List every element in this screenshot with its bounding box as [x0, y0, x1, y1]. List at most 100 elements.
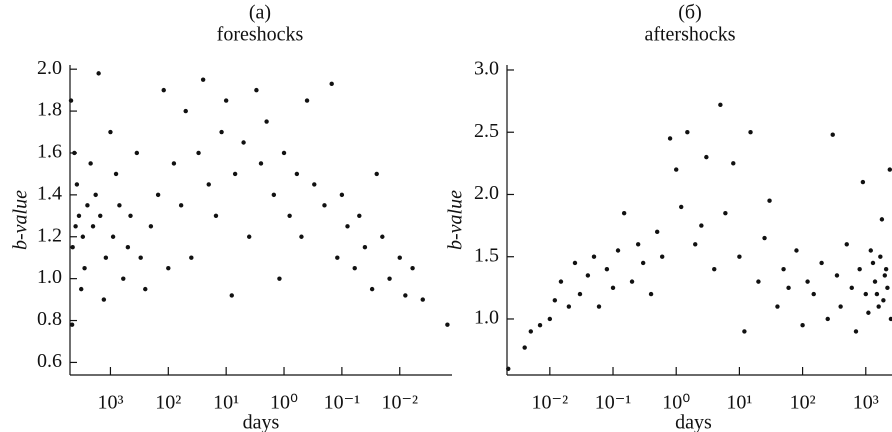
point [577, 291, 583, 297]
point [281, 150, 287, 156]
x-tick-label: 10² [155, 392, 181, 414]
point [883, 266, 889, 272]
point [374, 171, 379, 177]
point [312, 182, 317, 187]
point [161, 87, 166, 93]
point [294, 171, 300, 177]
point [74, 182, 80, 187]
point [125, 245, 131, 250]
point [838, 304, 843, 309]
point [878, 254, 883, 259]
point [335, 255, 340, 260]
point [166, 265, 171, 271]
point [380, 234, 385, 239]
point [853, 329, 859, 334]
x-tick-label: 10³ [97, 392, 123, 414]
point [121, 276, 126, 281]
point [654, 229, 660, 235]
point [178, 203, 184, 208]
point [558, 279, 564, 284]
point [748, 130, 753, 135]
point [876, 304, 881, 309]
y-tick-label: 1.0 [474, 307, 499, 329]
point [800, 323, 805, 328]
point [712, 266, 717, 272]
point [528, 329, 534, 334]
x-tick-label: 10⁻¹ [595, 392, 632, 414]
panel-title: (б) [678, 2, 702, 24]
y-tick-label: 1.5 [474, 244, 499, 266]
point [96, 71, 101, 76]
x-tick-label: 10⁻¹ [324, 392, 361, 414]
point [72, 150, 77, 156]
point [258, 161, 264, 166]
point [699, 223, 704, 228]
point [844, 242, 849, 247]
point [667, 136, 673, 141]
point [604, 266, 610, 272]
point [811, 291, 816, 297]
panel-subtitle: aftershocks [644, 24, 735, 46]
point [128, 213, 133, 219]
point [794, 248, 799, 253]
y-tick-label: 1.0 [37, 266, 62, 288]
point [849, 285, 854, 291]
point [229, 293, 234, 298]
point [775, 304, 780, 309]
point [387, 276, 392, 281]
point [635, 242, 641, 247]
point [70, 245, 75, 250]
point [629, 279, 635, 284]
point [183, 108, 188, 114]
point [762, 235, 767, 241]
point [277, 276, 282, 281]
point [329, 81, 334, 87]
point [737, 254, 742, 259]
point [572, 260, 578, 266]
y-tick-label: 3.0 [474, 58, 499, 80]
point [693, 242, 698, 247]
x-tick-label: 10⁻² [532, 392, 569, 414]
point [585, 273, 591, 278]
point [868, 248, 873, 253]
point [108, 129, 113, 135]
point [756, 279, 761, 284]
point [219, 129, 224, 135]
point [679, 204, 684, 210]
panel-subtitle: foreshocks [217, 24, 304, 46]
point [397, 255, 402, 260]
y-tick-label: 1.4 [37, 182, 62, 204]
point [103, 255, 109, 260]
point [781, 266, 786, 272]
point [830, 132, 835, 137]
point [704, 154, 709, 160]
point [206, 182, 211, 187]
y-tick-label: 0.8 [37, 308, 62, 330]
point [420, 297, 425, 302]
y-tick-label: 2.0 [474, 182, 499, 204]
point [621, 210, 627, 216]
point [659, 254, 665, 259]
point [863, 291, 868, 297]
point [101, 297, 107, 302]
point [834, 273, 840, 278]
point [547, 316, 553, 322]
point [640, 260, 646, 266]
x-tick-label: 10¹ [213, 392, 239, 414]
x-axis-label: days [675, 412, 712, 432]
point [369, 286, 375, 292]
point [881, 298, 886, 303]
point [506, 366, 511, 371]
point [410, 265, 415, 271]
point [90, 224, 96, 229]
point [271, 192, 277, 198]
point [76, 213, 82, 219]
point [648, 291, 654, 297]
point [213, 213, 219, 219]
point [322, 203, 327, 208]
point [304, 98, 310, 103]
point [723, 210, 728, 216]
point [718, 102, 723, 108]
